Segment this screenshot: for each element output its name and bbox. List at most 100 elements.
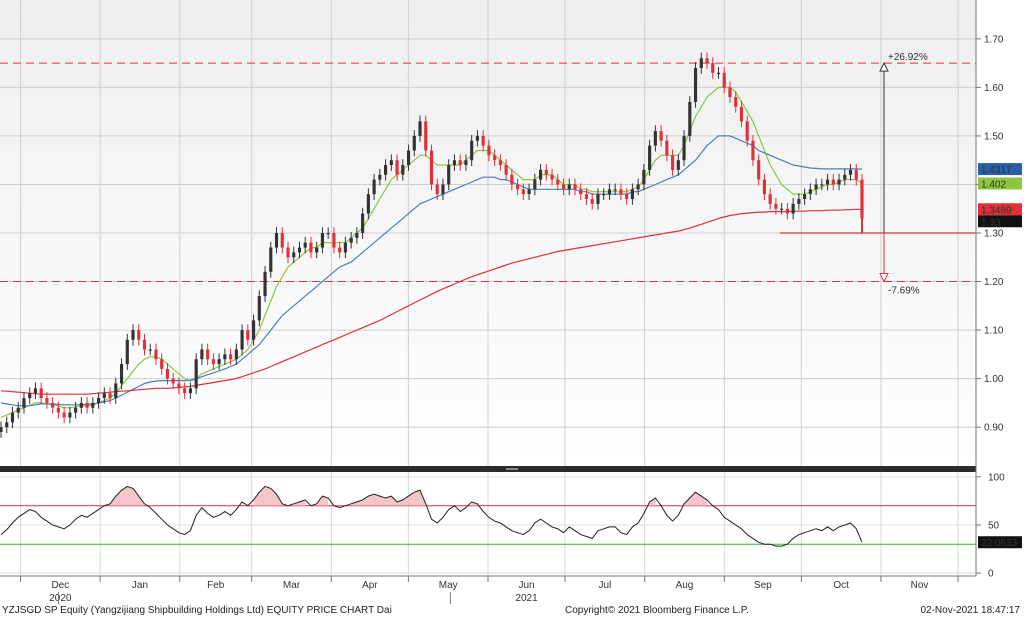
candle-body [68,412,72,418]
candle-body [711,63,715,73]
candle-body [274,233,279,248]
panel-divider[interactable] [0,466,976,472]
candle-body [194,359,198,389]
candle-body [831,179,835,185]
x-month-label: Feb [207,580,225,591]
candle-body [309,242,313,253]
candle-body [240,330,244,350]
candle-body [688,101,692,136]
candle-body [401,165,405,175]
candle-body [378,174,382,180]
range-down-label: -7.69% [888,286,920,297]
rsi-tick-label: 100 [988,472,1005,483]
candle-body [780,208,784,210]
candle-body [602,194,606,196]
candle-body [28,393,32,399]
candle-body [544,169,548,175]
rsi-overbought-fill [649,498,656,506]
range-up-label: +26.92% [888,52,928,63]
value-tag-label: 1.4317 [981,165,1012,176]
candle-body [487,145,491,156]
ma-long-line [0,208,862,395]
rsi-overbought-fill [316,496,329,506]
candle-body [97,398,101,403]
x-axis: Dec Jan Feb Mar Apr May Jun Jul Aug Sep Oct Nov 2020… [20,576,959,604]
rsi-series-line [0,485,863,547]
candle-body [102,393,106,399]
candle-body [206,349,210,360]
candle-body [579,189,583,195]
candle-body [716,72,721,75]
price-y-axis: 0.901.001.101.201.301.401.501.601.70 [976,34,1004,434]
candle-body [774,203,778,209]
y-tick-label: 1.50 [984,131,1004,142]
footer-copyright: Copyright© 2021 Bloomberg Finance L.P. [565,605,749,616]
candle-body [51,402,55,408]
candle-body [475,135,479,141]
rsi-tick-label: 50 [988,520,1000,531]
candle-body [768,194,772,204]
candle-body [814,184,818,190]
candle-body [177,383,181,389]
x-month-label: Apr [362,580,378,591]
range-down-arrowhead [879,273,889,283]
candle-body [125,339,129,365]
candle-body [171,378,175,384]
candle-body [642,169,646,185]
value-tag-bg [978,177,1022,190]
candle-body [297,247,302,253]
candle-body [722,72,726,88]
candle-body [188,388,192,394]
candle-body [395,160,399,175]
candle-body [303,242,307,248]
x-month-label: Jul [598,580,611,591]
horizontal-gridlines [0,38,976,574]
candle-body [165,368,170,379]
candle-body [693,67,698,102]
y-tick-label: 1.70 [984,34,1004,45]
candle-body [671,155,675,170]
candle-body [510,174,514,185]
candle-body [556,179,560,185]
candle-body [734,97,738,107]
candle-body [355,233,359,238]
candle-body [229,354,233,360]
candle-body [56,407,60,413]
candle-body [343,242,347,253]
candle-body [837,179,841,185]
candle-body [418,121,422,136]
candle-body [447,165,451,185]
candle-body [269,247,273,272]
candle-body [538,169,543,180]
candle-body [699,58,703,68]
candle-body [596,194,600,204]
rsi-y-axis: 0 50 100 [976,472,1005,580]
candle-body [682,135,686,161]
panel-divider-grip[interactable] [506,468,518,470]
candle-body [263,271,267,297]
candle-body [762,179,766,195]
candle-body [705,58,709,64]
candle-body [848,169,853,175]
candle-body [22,398,26,408]
candle-body [389,160,393,166]
candle-body [550,174,554,180]
candle-body [843,174,847,180]
rsi-overbought-fill [110,486,145,506]
candle-body [5,422,9,428]
candle-body [648,145,652,170]
candle-body [665,140,669,156]
x-month-label: Jun [518,580,534,591]
candle-body [349,237,353,243]
candle-body [435,184,439,195]
y-tick-label: 1.60 [984,83,1004,94]
candle-body [372,179,376,195]
candle-body [653,131,657,146]
candle-body [470,140,474,161]
candle-body [16,407,20,413]
candle-body [33,388,38,394]
candle-body [860,179,864,219]
y-tick-label: 1.30 [984,229,1004,240]
candle-body [441,184,445,195]
